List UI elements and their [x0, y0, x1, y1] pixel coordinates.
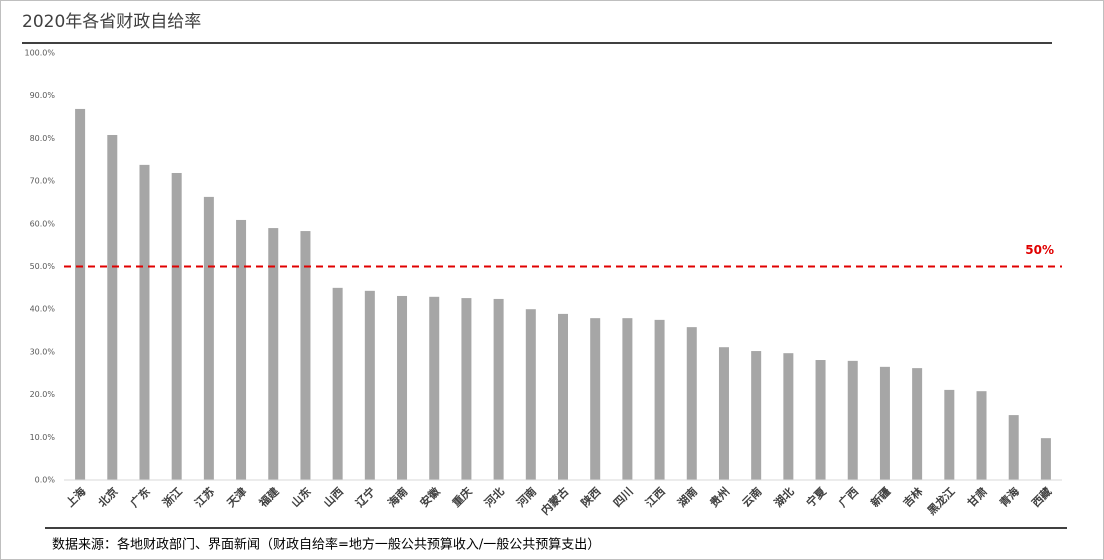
bar [654, 319, 665, 480]
bar [236, 219, 247, 480]
bar [944, 389, 955, 480]
y-tick-label: 90.0% [30, 91, 56, 100]
y-tick-label: 30.0% [30, 347, 56, 356]
bar [429, 296, 440, 480]
bar [461, 298, 472, 480]
bar [332, 287, 343, 480]
bar [847, 360, 858, 480]
bar [879, 366, 890, 480]
bar [912, 368, 923, 480]
y-tick-label: 60.0% [30, 219, 56, 228]
bar [1008, 415, 1019, 480]
reference-label: 50% [1025, 243, 1054, 257]
bar [268, 228, 279, 480]
bar [686, 327, 697, 480]
y-tick-label: 40.0% [30, 305, 56, 314]
source-note: 数据来源：各地财政部门、界面新闻（财政自给率=地方一般公共预算收入/一般公共预算… [52, 537, 600, 553]
y-tick-label: 70.0% [30, 177, 56, 186]
bar [397, 295, 408, 480]
bar [364, 290, 375, 480]
bar [718, 347, 729, 480]
bar [493, 298, 504, 480]
bar [976, 391, 987, 480]
bar [783, 353, 794, 480]
bar [622, 318, 633, 480]
chart-title: 2020年各省财政自给率 [22, 12, 201, 32]
bar [203, 196, 214, 481]
bar [525, 309, 536, 480]
bar [171, 172, 182, 480]
y-tick-label: 50.0% [30, 262, 56, 271]
bar [815, 360, 826, 480]
y-tick-label: 10.0% [30, 433, 56, 442]
bar [139, 164, 150, 480]
bar [75, 108, 86, 480]
y-tick-label: 0.0% [35, 476, 56, 485]
y-tick-label: 80.0% [30, 134, 56, 143]
bar [751, 351, 762, 480]
y-tick-label: 20.0% [30, 390, 56, 399]
bar [107, 134, 118, 480]
bar [300, 231, 311, 480]
y-tick-label: 100.0% [24, 49, 55, 58]
bar [1040, 438, 1051, 480]
bar [558, 313, 568, 480]
bar [590, 318, 601, 480]
